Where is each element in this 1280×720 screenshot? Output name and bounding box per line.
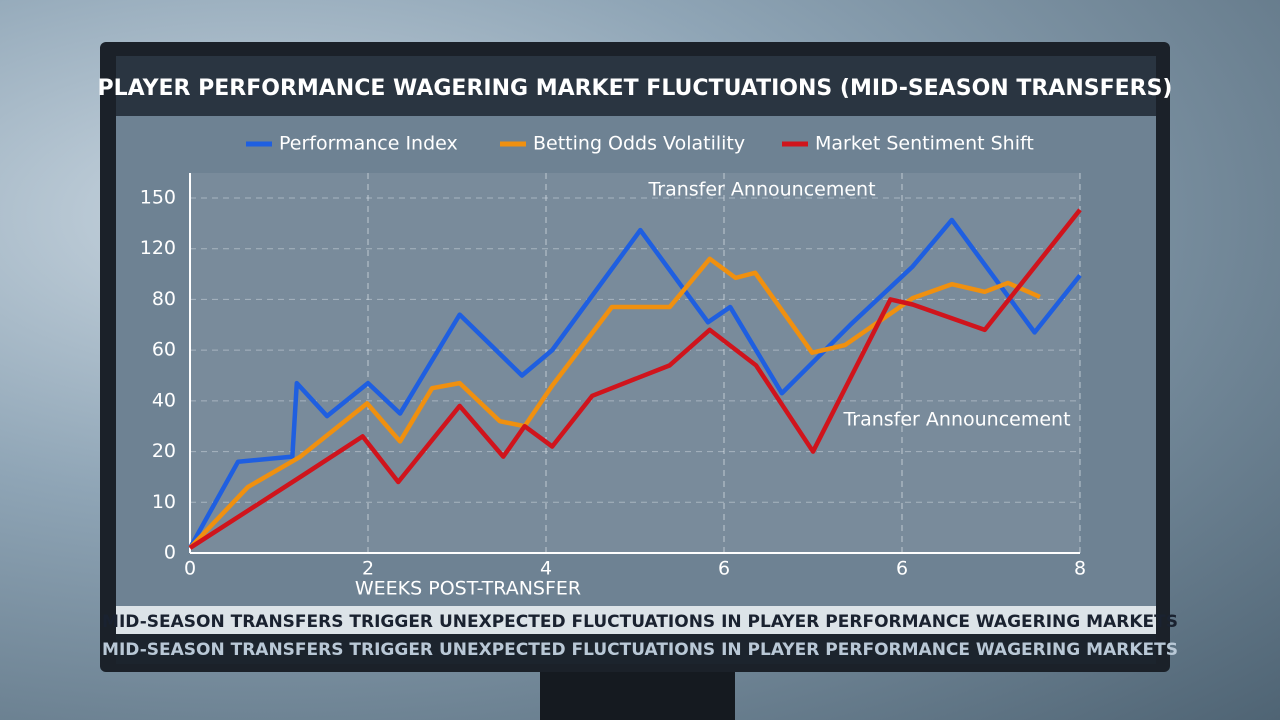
y-tick-label: 10: [152, 491, 176, 513]
legend-label: Market Sentiment Shift: [815, 133, 1034, 155]
x-tick-label: 6: [896, 558, 908, 580]
series-line: [188, 256, 1041, 550]
ticker-text: MID-SEASON TRANSFERS TRIGGER UNEXPECTED …: [102, 612, 1178, 632]
y-tick-label: 40: [152, 389, 176, 411]
y-tick-label: 20: [152, 440, 176, 462]
ticker-bar: [116, 606, 1156, 634]
series-line: [188, 208, 1082, 550]
annotation: Transfer Announcement: [842, 409, 1070, 431]
title-bar: [116, 56, 1156, 116]
y-tick-label: 150: [140, 187, 176, 209]
legend: Performance Index Betting Odds Volatility…: [246, 133, 1034, 155]
series-line: [188, 217, 1082, 550]
legend-label: Performance Index: [279, 133, 458, 155]
x-tick-label: 2: [362, 558, 374, 580]
ticker-bar: [116, 634, 1156, 664]
screen: [116, 56, 1156, 660]
y-tick-label: 120: [140, 237, 176, 259]
y-tick-label: 80: [152, 288, 176, 310]
legend-label: Betting Odds Volatility: [533, 133, 745, 155]
annotation: Transfer Announcement: [647, 179, 875, 201]
x-tick-label: 4: [540, 558, 552, 580]
x-tick-label: 8: [1074, 558, 1086, 580]
x-axis-label: WEEKS POST-TRANSFER: [355, 578, 581, 600]
plot-area: [190, 173, 1080, 553]
ticker-text: MID-SEASON TRANSFERS TRIGGER UNEXPECTED …: [102, 640, 1178, 660]
y-tick-label: 0: [164, 542, 176, 564]
chart-title: PLAYER PERFORMANCE WAGERING MARKET FLUCT…: [98, 76, 1173, 101]
x-tick-label: 0: [184, 558, 196, 580]
y-tick-label: 60: [152, 339, 176, 361]
x-tick-label: 6: [718, 558, 730, 580]
